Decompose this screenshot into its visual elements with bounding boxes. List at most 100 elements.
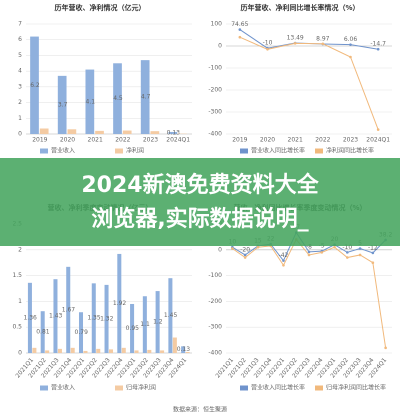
legend-label: 净利润 xyxy=(126,147,144,155)
x-tick-label: 2022 xyxy=(115,137,130,144)
chart-title: 历年营收、净利情况（亿元） xyxy=(55,3,146,12)
point xyxy=(376,47,380,51)
legend-swatch xyxy=(240,148,248,154)
x-tick-label: 2019 xyxy=(232,137,247,144)
legend-label: 营业收入同比增长率 xyxy=(251,384,305,392)
value-label: 4.5 xyxy=(113,95,123,102)
bar xyxy=(140,60,150,135)
legend-label: 净利润同比增长率 xyxy=(326,147,374,155)
bar xyxy=(78,312,84,353)
y-tick-label: 0 xyxy=(218,246,222,253)
bar xyxy=(109,349,114,353)
bar xyxy=(113,63,122,134)
point xyxy=(238,28,242,31)
y-tick-label: 3 xyxy=(18,83,22,90)
bar xyxy=(185,351,190,353)
bar xyxy=(168,278,173,353)
value-label: -10 xyxy=(263,40,273,47)
value-label: -42 xyxy=(279,252,289,259)
value-label: 1.1 xyxy=(140,321,150,328)
bar xyxy=(66,266,71,353)
value-label: -10 xyxy=(342,244,352,251)
y-tick-label: -100 xyxy=(208,65,222,72)
x-tick-label: 2020 xyxy=(60,137,75,144)
value-label: 6.06 xyxy=(344,36,358,43)
value-label: 1.32 xyxy=(100,315,114,322)
legend-label: 归母净利润 xyxy=(126,384,156,392)
value-label: -5 xyxy=(319,243,325,250)
x-tick-label: 2021 xyxy=(288,137,303,144)
bar xyxy=(85,69,95,134)
bar xyxy=(32,347,37,353)
value-label: 13.49 xyxy=(287,35,304,42)
point xyxy=(320,251,324,254)
value-label: -8 xyxy=(306,243,312,250)
banner-line: 浏览器,实际数据说明_ xyxy=(91,206,308,232)
value-label: 1.92 xyxy=(113,300,127,307)
bar xyxy=(70,347,75,353)
y-tick-label: -200 xyxy=(208,298,222,305)
point xyxy=(346,256,349,259)
bar xyxy=(160,350,165,353)
x-tick-label: 2023 xyxy=(343,137,358,144)
legend-swatch xyxy=(115,385,123,391)
bar xyxy=(40,311,45,353)
value-label: 0.95 xyxy=(126,325,140,332)
banner-bg xyxy=(0,158,400,246)
bar xyxy=(27,282,32,353)
value-label: 1.35 xyxy=(87,315,101,322)
y-tick-label: 1.5 xyxy=(12,272,22,279)
value-label: 1.2 xyxy=(153,319,163,326)
point xyxy=(243,253,247,257)
banner-line: 2024新澳免费资料大全 xyxy=(81,172,319,198)
value-label: -20 xyxy=(240,246,250,253)
value-label: 3.7 xyxy=(58,101,68,108)
point xyxy=(333,245,336,249)
legend-swatch xyxy=(240,385,248,391)
legend-label: 营业收入 xyxy=(51,384,75,392)
x-tick-label: 2019 xyxy=(32,137,47,144)
y-tick-label: 100 xyxy=(211,21,223,28)
value-label: 6.2 xyxy=(30,82,40,89)
value-label: 0.79 xyxy=(75,329,89,336)
bar xyxy=(150,131,160,134)
bar xyxy=(39,128,49,134)
bar xyxy=(57,348,62,353)
point xyxy=(282,263,285,267)
bar xyxy=(104,284,109,353)
y-tick-label: -100 xyxy=(208,272,222,279)
y-tick-label: 0 xyxy=(218,43,222,50)
bar xyxy=(67,129,77,134)
bar xyxy=(142,296,147,353)
x-tick-label: 2024Q1 xyxy=(366,137,390,144)
point xyxy=(349,55,352,59)
y-tick-label: 0 xyxy=(18,350,22,357)
value-label: 4.7 xyxy=(141,94,151,101)
y-tick-label: -400 xyxy=(208,350,222,357)
point xyxy=(266,48,269,51)
bar xyxy=(30,36,39,135)
point xyxy=(358,253,362,257)
bar xyxy=(83,350,88,353)
point xyxy=(256,245,260,249)
y-tick-label: 1 xyxy=(18,298,22,305)
bar xyxy=(95,130,104,134)
value-label: 0.13 xyxy=(167,129,181,136)
value-label: 1.67 xyxy=(62,306,76,313)
y-tick-label: -200 xyxy=(208,87,222,94)
y-tick-label: 5 xyxy=(18,52,22,59)
x-tick-label: 2021 xyxy=(88,137,103,144)
point xyxy=(349,43,352,46)
value-label: 8.97 xyxy=(316,36,330,43)
point xyxy=(346,251,349,254)
bar xyxy=(155,291,160,353)
bar xyxy=(121,347,126,353)
bar xyxy=(134,350,139,353)
bar xyxy=(117,253,122,353)
point xyxy=(238,35,242,39)
legend-label: 营业收入 xyxy=(51,147,75,155)
point xyxy=(282,259,285,262)
bar xyxy=(96,348,101,353)
value-label: 1.43 xyxy=(49,313,63,320)
